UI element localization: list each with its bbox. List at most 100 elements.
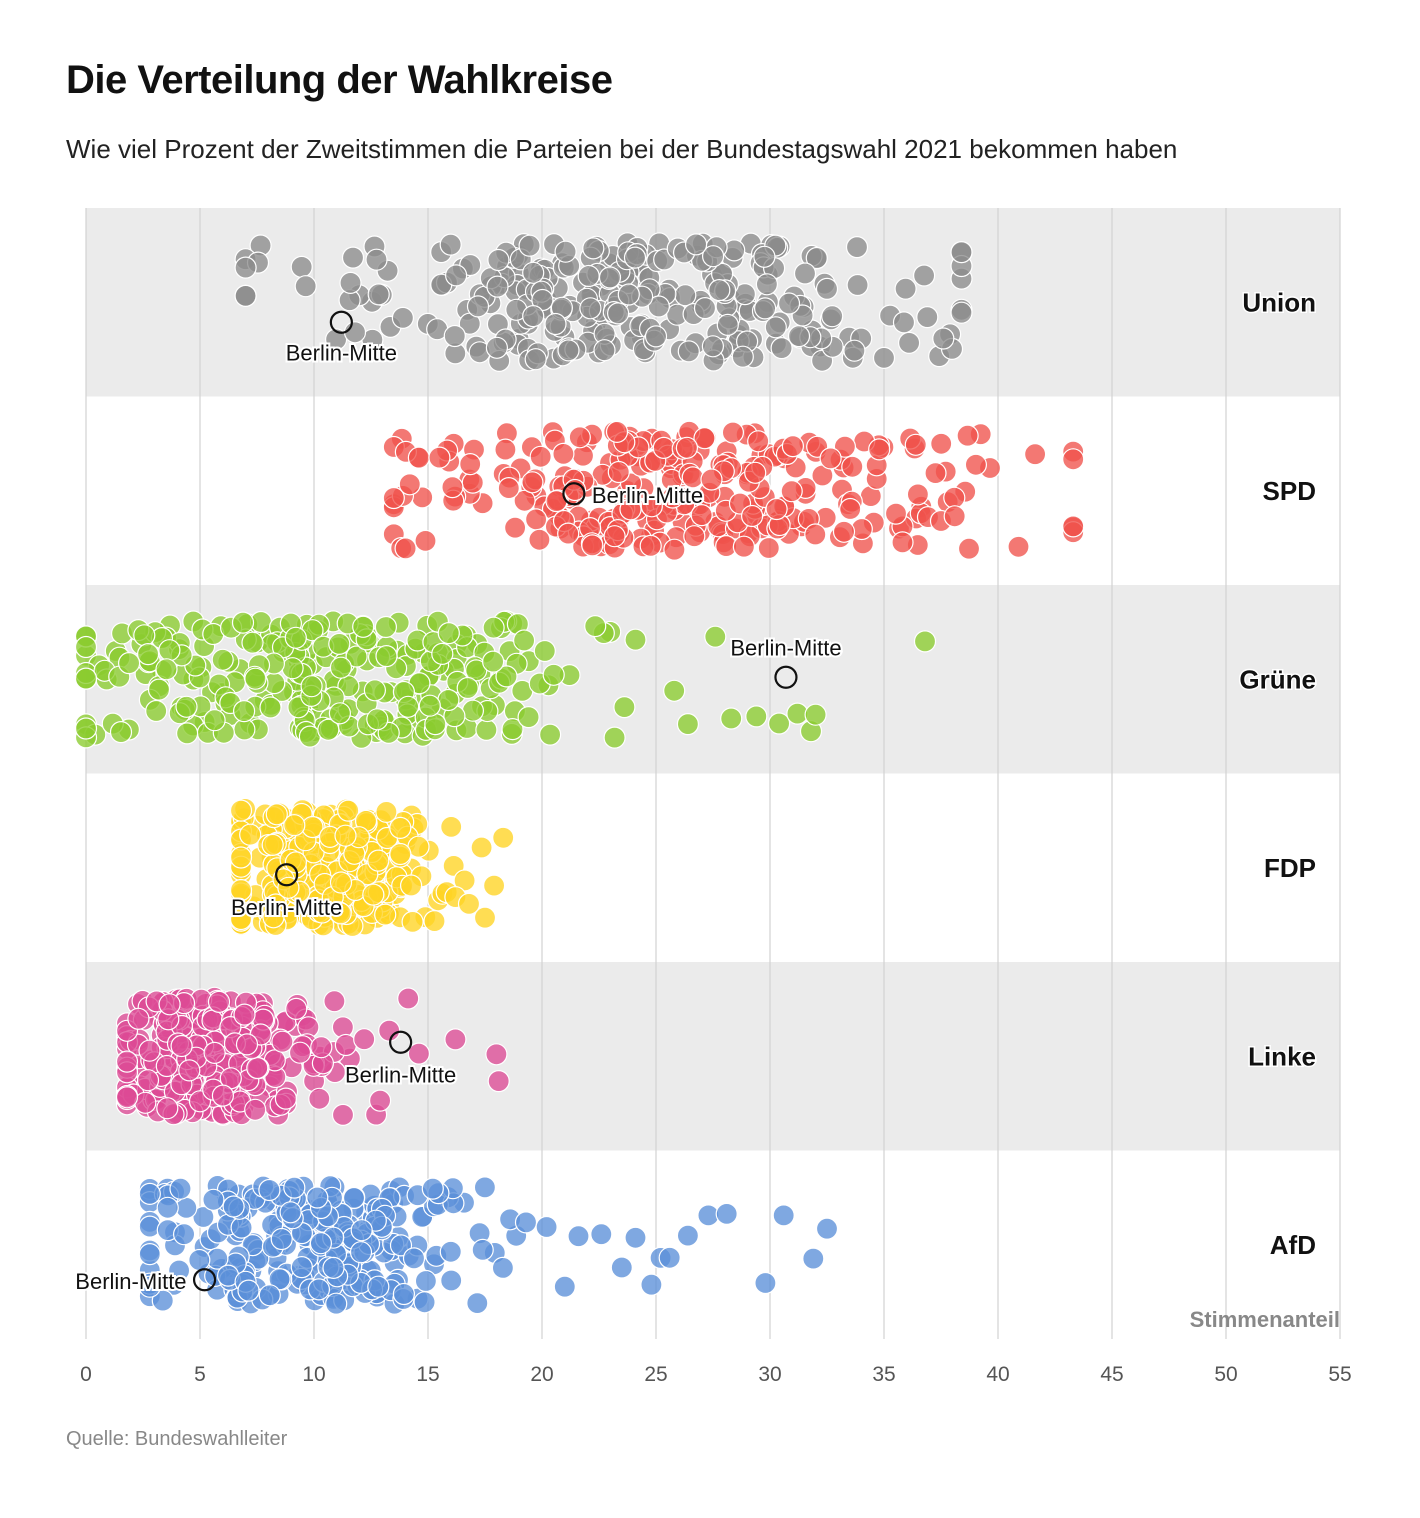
x-tick-label: 0 [80,1363,92,1386]
data-point [701,335,725,358]
series-fdp: Berlin-Mitte [229,797,515,938]
data-point [290,255,313,278]
data-point [382,486,405,510]
data-point [494,438,517,461]
x-tick-label: 50 [1214,1363,1237,1386]
data-point [367,1275,390,1298]
data-point [322,1256,345,1280]
data-point [397,987,420,1010]
data-point [170,1034,193,1058]
data-point [517,705,540,729]
x-tick-label: 15 [416,1363,439,1386]
data-point [437,621,460,645]
data-point [473,906,497,929]
data-point [522,261,545,284]
data-point [445,264,468,287]
data-point [397,695,420,718]
highlight-marker [192,1268,217,1292]
data-point [677,340,700,363]
data-point [644,325,668,348]
data-point [693,427,716,450]
data-point [342,1186,366,1210]
data-point [222,1195,245,1218]
data-point [485,1043,508,1066]
data-point [676,1224,700,1247]
data-point [345,645,368,668]
x-tick-label: 35 [872,1363,895,1386]
data-point [258,1284,281,1307]
data-point [328,702,351,725]
data-point [288,1041,312,1064]
data-point [233,699,256,723]
data-point [793,262,817,285]
data-point [740,504,764,528]
data-point [957,537,981,560]
data-point [598,266,622,289]
data-point [353,1028,376,1051]
data-point [156,1097,179,1120]
party-label: Linke [1248,1041,1316,1071]
data-point [414,529,437,553]
data-point [440,1269,463,1292]
data-point [407,1042,430,1065]
data-point [375,800,398,824]
data-point [306,1186,329,1209]
data-point [841,455,864,478]
data-point [413,1291,436,1314]
data-point [524,348,547,371]
data-point [512,629,536,652]
data-point [839,497,862,521]
data-point [747,430,770,453]
data-point [606,302,630,325]
data-point [229,799,253,822]
data-point [329,871,353,894]
data-point [964,453,988,476]
data-point [246,1056,269,1080]
highlight-marker [329,310,353,334]
data-point [639,534,662,558]
data-point [700,468,723,491]
chart-title: Die Verteilung der Wahlkreise [66,58,613,102]
data-point [757,536,780,560]
data-point [391,306,414,329]
data-point [832,520,856,543]
data-point [281,657,304,680]
data-point [268,1268,291,1291]
data-point [780,480,803,503]
data-point [375,644,398,668]
x-tick-label: 30 [758,1363,781,1386]
data-point [155,658,178,681]
data-point [158,993,181,1016]
data-point [231,611,255,634]
data-point [544,312,567,336]
party-label: Grüne [1239,664,1316,694]
data-point [192,1205,215,1229]
data-point [950,301,973,324]
data-point [554,240,577,263]
data-point [624,628,647,651]
data-point [431,642,454,666]
data-point [394,537,417,560]
data-point [528,528,551,551]
party-label: SPD [1263,476,1316,506]
data-point [423,909,446,933]
data-point [294,275,317,298]
data-point [821,305,844,328]
highlight-label: Berlin-Mitte [286,340,397,365]
data-point [334,824,357,847]
data-point [230,1216,253,1239]
data-point [470,836,493,859]
data-point [610,1256,633,1279]
data-point [176,722,199,745]
data-point [487,1069,510,1093]
data-point [369,1089,392,1112]
data-point [846,273,869,297]
data-point [475,718,498,742]
data-point [169,1177,192,1200]
data-point [513,489,536,512]
data-point [950,241,973,264]
data-point [407,446,430,469]
data-point [590,1223,613,1246]
data-point [804,523,827,546]
data-point [265,803,288,826]
